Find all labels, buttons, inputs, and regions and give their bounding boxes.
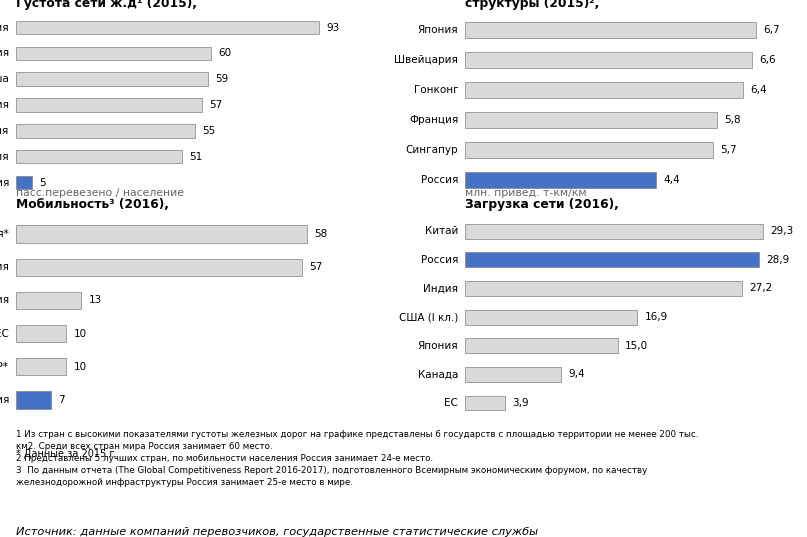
Text: 60: 60: [219, 48, 232, 59]
Text: Норвегия: Норвегия: [0, 295, 9, 306]
Text: 6,6: 6,6: [759, 55, 776, 65]
Text: 1 Из стран с высокими показателями густоты железных дорог на графике представлен: 1 Из стран с высокими показателями густо…: [16, 430, 699, 487]
Text: Япония: Япония: [0, 152, 9, 162]
Text: Сингапур: Сингапур: [406, 145, 458, 155]
Text: ЕС: ЕС: [0, 329, 9, 339]
Bar: [466, 338, 618, 353]
Bar: [466, 224, 763, 238]
Text: Германия: Германия: [0, 23, 9, 33]
Bar: [16, 391, 51, 409]
Bar: [16, 98, 202, 112]
Text: 16,9: 16,9: [645, 312, 667, 322]
Bar: [16, 358, 66, 375]
Text: Канада: Канада: [418, 369, 458, 379]
Text: млн. привед. т-км/км: млн. привед. т-км/км: [466, 188, 587, 198]
Text: Швейцария: Швейцария: [0, 262, 9, 272]
Text: ЮАР*: ЮАР*: [0, 362, 9, 372]
Text: 5,7: 5,7: [720, 145, 737, 155]
Bar: [16, 292, 82, 309]
Text: пасс.перевезено / население: пасс.перевезено / население: [16, 188, 184, 198]
Text: США (І кл.): США (І кл.): [399, 312, 458, 322]
Text: 51: 51: [190, 152, 203, 162]
Text: Франция: Франция: [0, 126, 9, 136]
Text: Франция: Франция: [409, 115, 458, 125]
Text: 9,4: 9,4: [568, 369, 585, 379]
Text: Россия: Россия: [420, 175, 458, 185]
Bar: [16, 21, 319, 34]
Bar: [16, 226, 307, 243]
Text: Россия: Россия: [0, 395, 9, 405]
Text: 15,0: 15,0: [625, 340, 648, 351]
Text: ЕС: ЕС: [445, 398, 458, 408]
Text: Китай: Китай: [424, 226, 458, 236]
Text: Россия: Россия: [0, 178, 9, 187]
Text: 6,4: 6,4: [751, 85, 767, 95]
Bar: [466, 82, 743, 98]
Text: 93: 93: [326, 23, 339, 33]
Text: 4,4: 4,4: [663, 175, 680, 185]
Bar: [466, 142, 713, 158]
Text: 10: 10: [73, 329, 86, 339]
Text: 3,9: 3,9: [512, 398, 529, 408]
Text: 27,2: 27,2: [749, 284, 772, 293]
Text: Гонконг: Гонконг: [413, 85, 458, 95]
Text: 55: 55: [203, 126, 215, 136]
Bar: [466, 252, 759, 267]
Text: Индия: Индия: [423, 284, 458, 293]
Bar: [466, 281, 742, 296]
Text: 13: 13: [89, 295, 102, 306]
Text: 57: 57: [209, 100, 222, 110]
Text: Великобритания: Великобритания: [0, 48, 9, 59]
Bar: [16, 150, 182, 163]
Bar: [466, 23, 756, 38]
Text: 5: 5: [40, 178, 46, 187]
Bar: [466, 310, 638, 324]
Text: 29,3: 29,3: [771, 226, 794, 236]
Text: Россия: Россия: [420, 255, 458, 265]
Text: Польша: Польша: [0, 74, 9, 84]
Bar: [466, 53, 752, 68]
Text: 28,9: 28,9: [767, 255, 790, 265]
Bar: [16, 176, 32, 189]
Bar: [466, 396, 505, 410]
Bar: [466, 172, 656, 188]
Text: 58: 58: [314, 229, 327, 239]
Text: 5,8: 5,8: [724, 115, 741, 125]
Text: Мобильность³ (2016),: Мобильность³ (2016),: [16, 198, 169, 212]
Text: * Данные за 2015 г.: * Данные за 2015 г.: [16, 449, 118, 459]
Text: 7: 7: [58, 395, 65, 405]
Text: Густота сети ж.д¹ (2015),: Густота сети ж.д¹ (2015),: [16, 0, 197, 10]
Text: 10: 10: [73, 362, 86, 372]
Bar: [466, 367, 561, 382]
Text: Япония: Япония: [417, 340, 458, 351]
Text: 57: 57: [309, 262, 322, 272]
Text: Швейцария: Швейцария: [395, 55, 458, 65]
Text: Качество ж.д. инфра-
структуры (2015)²,: Качество ж.д. инфра- структуры (2015)²,: [466, 0, 622, 10]
Bar: [16, 47, 211, 60]
Text: Загрузка сети (2016),: Загрузка сети (2016),: [466, 198, 619, 212]
Bar: [466, 112, 717, 128]
Text: Япония*: Япония*: [0, 229, 9, 239]
Text: Япония: Япония: [417, 25, 458, 35]
Bar: [16, 325, 66, 342]
Bar: [16, 72, 208, 86]
Text: 59: 59: [215, 74, 228, 84]
Bar: [16, 259, 302, 276]
Text: Источник: данные компаний перевозчиков, государственные статистические службы: Источник: данные компаний перевозчиков, …: [16, 527, 538, 537]
Bar: [16, 124, 195, 137]
Text: 6,7: 6,7: [763, 25, 780, 35]
Text: Италия: Италия: [0, 100, 9, 110]
